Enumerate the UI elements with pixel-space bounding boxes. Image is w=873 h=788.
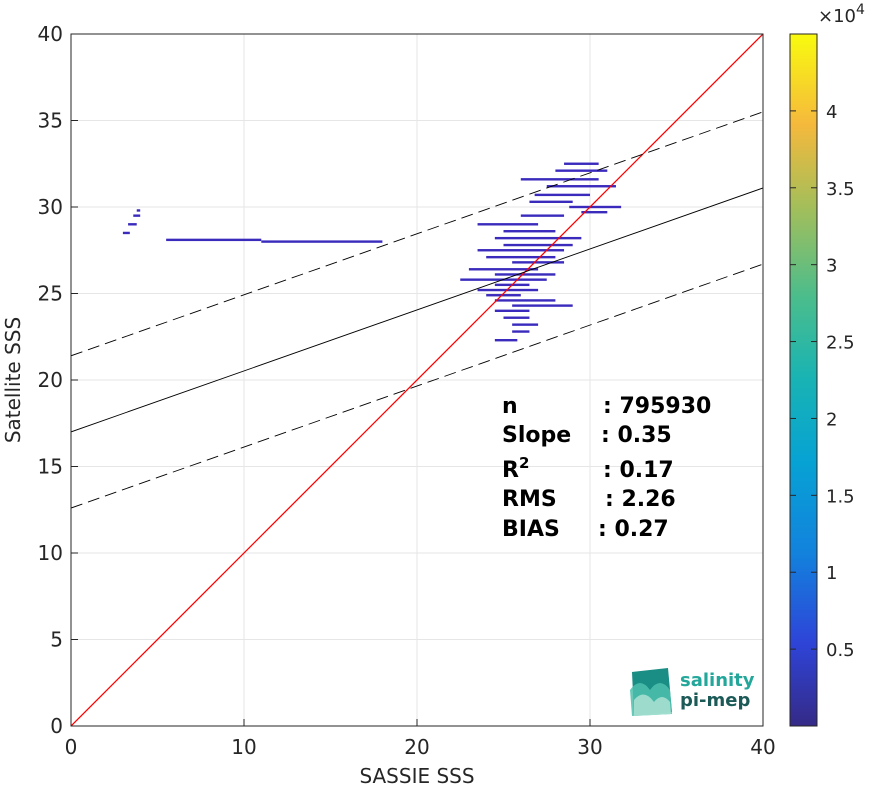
density-point-run: [122, 231, 130, 235]
x-tick-label: 20: [404, 735, 429, 759]
stat-label: Slope: [502, 423, 571, 448]
density-point-run: [133, 214, 141, 217]
x-tick-label: 10: [231, 735, 256, 759]
density-point-run: [477, 223, 539, 226]
regression-upper-line: [71, 111, 763, 357]
stat-value: : 0.27: [598, 517, 669, 542]
y-tick-label: 10: [38, 541, 63, 565]
colorbar-tick-label: 2: [826, 409, 837, 430]
density-point-run: [494, 273, 556, 276]
logo-line2: pi-mep: [680, 690, 750, 711]
density-point-run: [494, 299, 556, 302]
density-point-run: [166, 238, 262, 242]
x-tick-label: 30: [577, 735, 602, 759]
colorbar-tick-label: 2.5: [826, 333, 855, 354]
colorbar-exponent: ×104: [818, 2, 865, 27]
y-tick-label: 5: [50, 628, 63, 652]
density-point-run: [512, 323, 539, 326]
density-point-run: [503, 316, 530, 319]
colorbar-tick-label: 0.5: [826, 640, 855, 661]
density-point-run: [569, 205, 622, 209]
regression-lower-line: [71, 263, 763, 509]
density-point-run: [494, 339, 518, 342]
colorbar: [789, 33, 818, 727]
density-point-run: [534, 193, 590, 197]
y-tick-label: 40: [38, 22, 63, 46]
density-point-run: [486, 255, 556, 259]
density-point-run: [520, 214, 565, 217]
fit-lines: [71, 34, 763, 726]
density-point-run: [468, 268, 539, 271]
regression-line: [71, 187, 763, 433]
y-tick-label: 35: [38, 109, 63, 133]
density-point-run: [555, 169, 608, 172]
logo-line1: salinity: [680, 670, 755, 691]
x-axis-label: SASSIE SSS: [359, 764, 474, 788]
salinity-pi-mep-logo: salinity pi-mep: [630, 668, 755, 716]
y-tick-label: 20: [38, 368, 63, 392]
density-point-run: [512, 330, 530, 333]
density-point-run: [477, 249, 565, 252]
density-point-run: [503, 243, 573, 247]
stat-label: n: [502, 394, 518, 419]
one-to-one-line: [71, 34, 763, 726]
colorbar-tick-label: 1.5: [826, 486, 855, 507]
density-point-run: [486, 294, 521, 297]
y-tick-label: 0: [50, 714, 63, 738]
colorbar-tick-label: 1: [826, 563, 837, 584]
density-point-run: [512, 304, 573, 307]
y-tick-label: 25: [38, 282, 63, 306]
density-point-run: [261, 240, 383, 243]
density-point-run: [529, 200, 573, 204]
colorbar-tick-label: 3.5: [826, 179, 855, 200]
x-tick-label: 40: [750, 735, 775, 759]
colorbar-tick-label: 4: [826, 102, 837, 123]
density-point-run: [512, 261, 565, 264]
y-tick-label: 30: [38, 195, 63, 219]
stat-label: R2: [502, 454, 529, 483]
stat-label: BIAS: [502, 517, 560, 542]
density-point-run: [494, 309, 530, 312]
density-point-run: [136, 209, 141, 212]
density-point-run: [503, 230, 556, 233]
y-axis-label: Satellite SSS: [1, 317, 25, 443]
density-point-run: [581, 210, 608, 214]
density-point-run: [494, 236, 582, 240]
density-point-run: [520, 178, 599, 181]
density-point-run: [564, 162, 599, 165]
x-tick-label: 0: [65, 735, 78, 759]
stat-value: : 2.26: [605, 487, 676, 512]
stat-value: : 795930: [603, 394, 711, 419]
y-tick-label: 15: [38, 455, 63, 479]
statistics-block: n : 795930 Slope : 0.35 R2 : 0.17 RMS : 2.26 BIA…: [502, 394, 711, 542]
stat-value: : 0.17: [603, 458, 674, 483]
stat-label: RMS: [502, 487, 557, 512]
colorbar-tick-label: 3: [826, 256, 837, 277]
density-point-run: [546, 185, 616, 188]
density-points: [122, 162, 622, 342]
stat-value: : 0.35: [601, 423, 672, 448]
x-axis-ticks: 0 10 20 30 40: [65, 719, 776, 759]
colorbar-ticks: 0.5 1 1.5 2 2.5 3 3.5 4: [790, 102, 855, 661]
density-point-run: [128, 223, 137, 226]
y-axis-ticks: 0 5 10 15 20 25 30 35 40: [38, 22, 78, 738]
